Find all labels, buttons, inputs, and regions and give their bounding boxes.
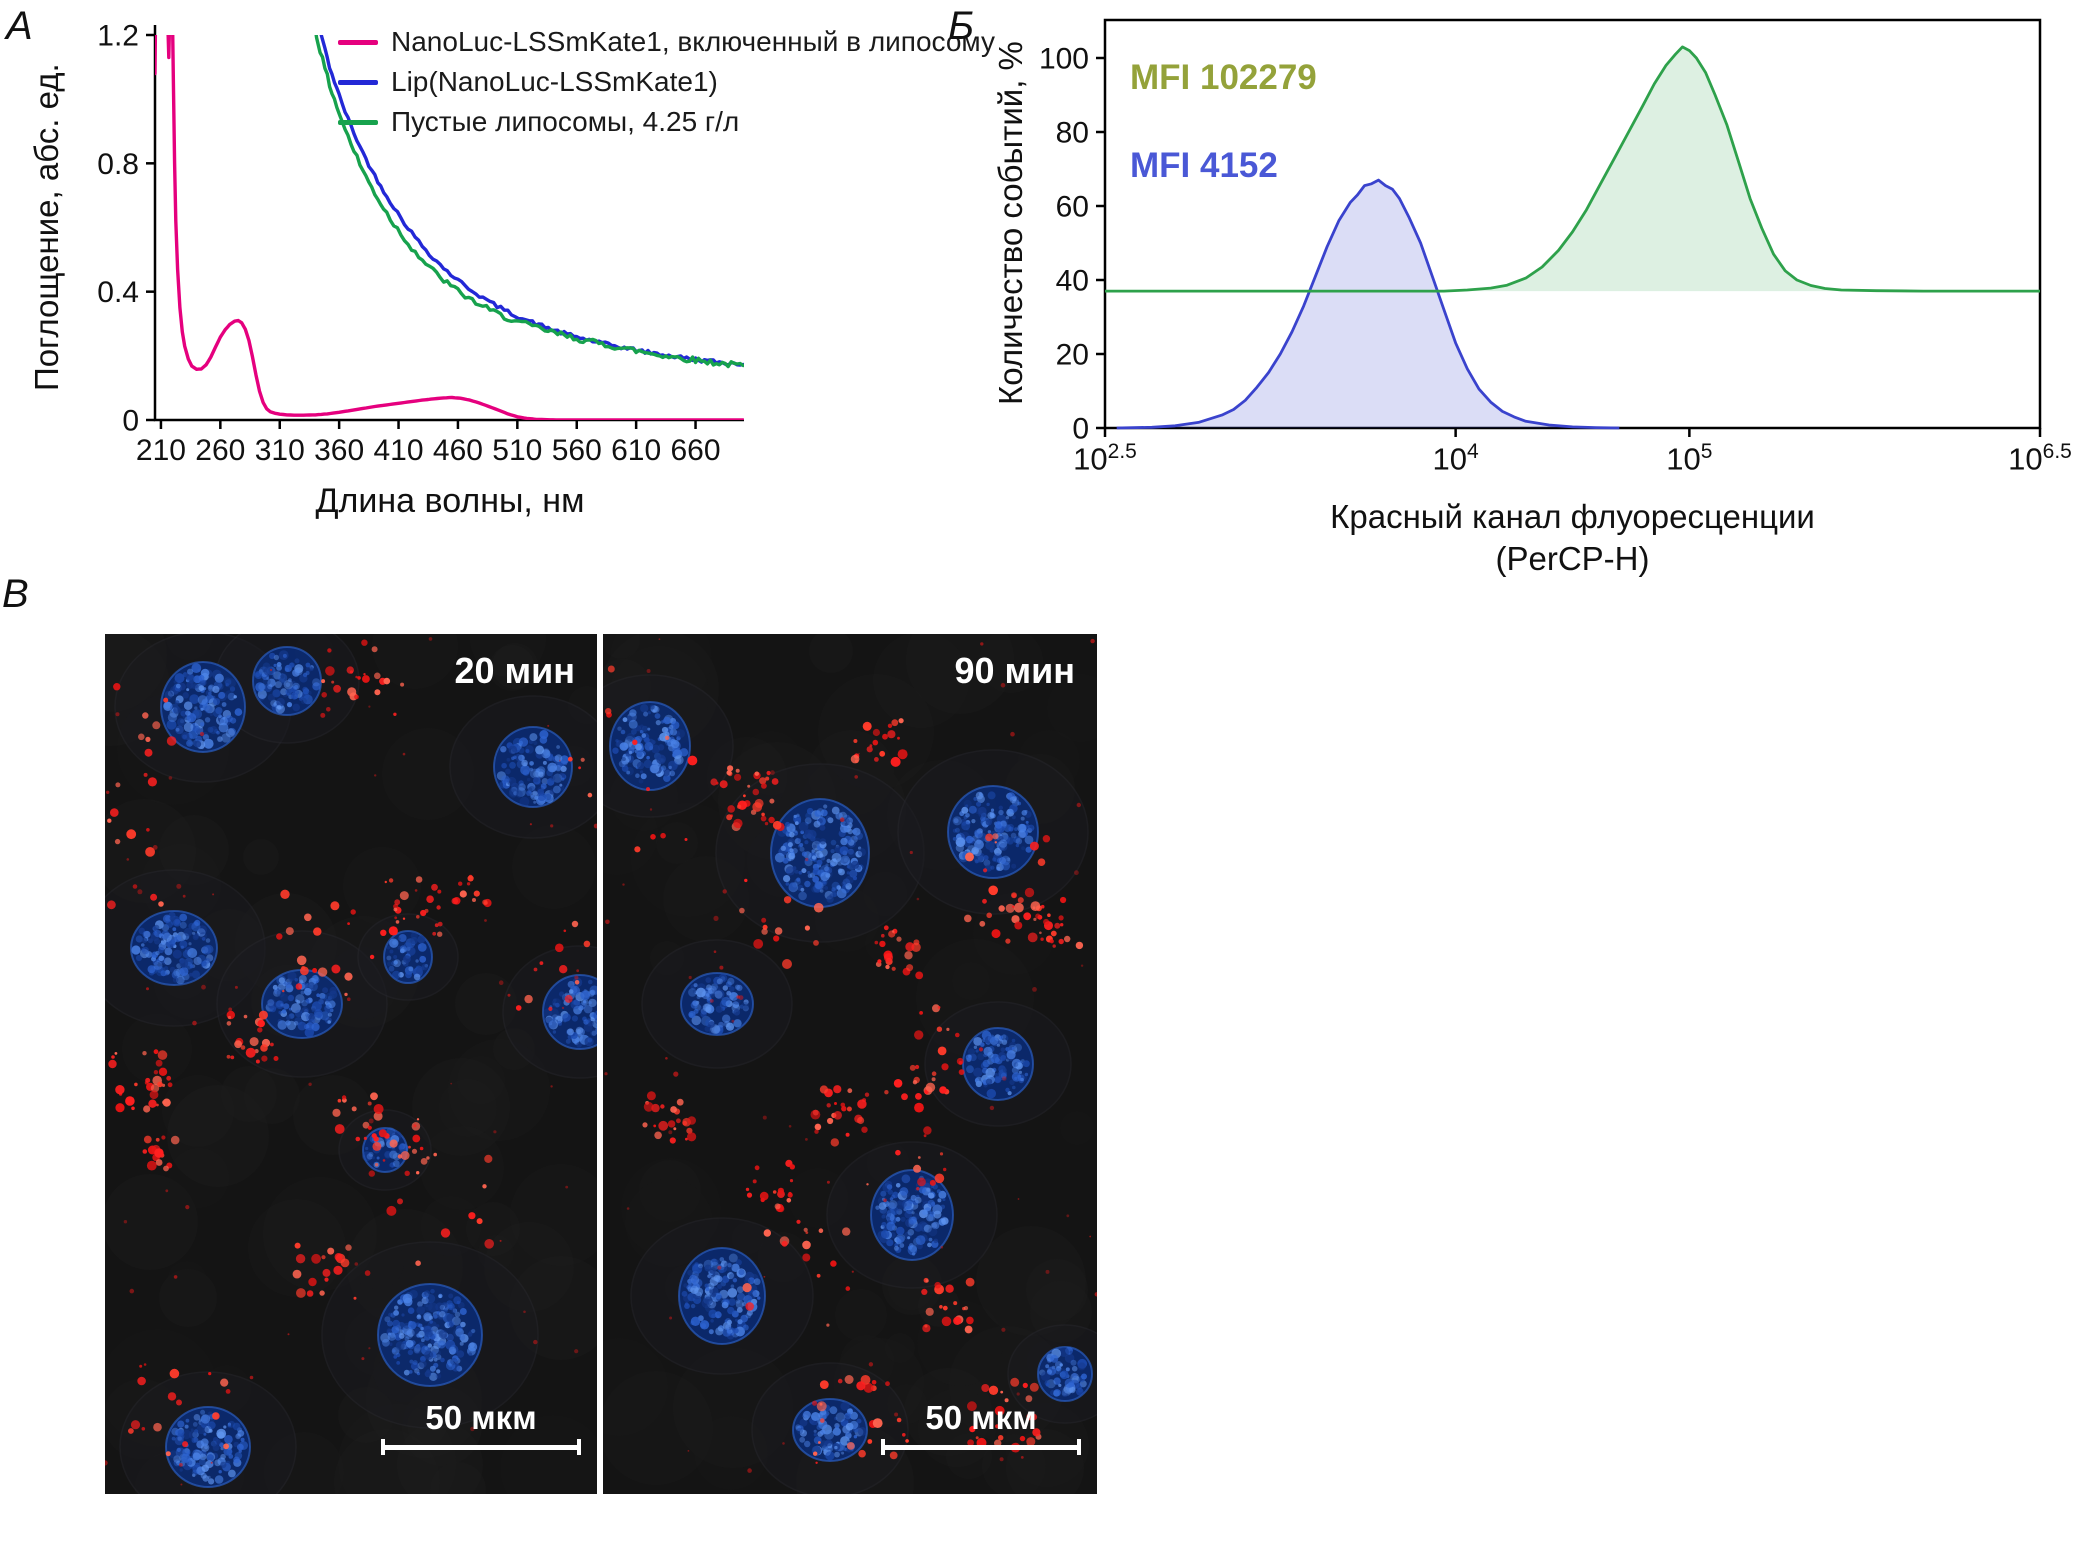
x-tick-label: 560 — [552, 434, 602, 467]
time-label-90min: 90 мин — [954, 650, 1075, 691]
absorption-legend: NanoLuc-LSSmKate1, включенный в липосому… — [338, 22, 995, 142]
mfi-annotation-blue: MFI 4152 — [1130, 146, 1278, 185]
scale-line — [381, 1439, 581, 1455]
y-tick-label: 60 — [1056, 191, 1089, 224]
blue-histogram-line — [1116, 178, 1620, 430]
x-tick-label: 260 — [195, 434, 245, 467]
scale-bar-20min: 50 мкм — [381, 1399, 581, 1455]
x-tick-label: 106.5 — [2008, 440, 2072, 477]
y-tick-label: 0 — [1072, 413, 1089, 446]
legend-label: NanoLuc-LSSmKate1, включенный в липосому — [391, 26, 995, 57]
legend-item-empty-liposomes: Пустые липосомы, 4.25 г/л — [338, 102, 995, 142]
x-tick-label: 104 — [1432, 440, 1479, 477]
x-tick-label: 660 — [671, 434, 721, 467]
y-tick-label: 80 — [1056, 117, 1089, 150]
y-tick-label: 1.2 — [97, 20, 139, 53]
y-tick-label: 0.4 — [97, 276, 139, 309]
scale-label: 50 мкм — [925, 1399, 1037, 1436]
x-tick-label: 310 — [255, 434, 305, 467]
panel-a: А 0 0.4 0.8 1.2 210 260 310 360 410 460 510 560 610 6… — [0, 0, 995, 570]
legend-swatch-blue — [338, 79, 378, 85]
scale-label: 50 мкм — [425, 1399, 537, 1436]
micrograph-90min: 90 мин 50 мкм — [603, 634, 1097, 1494]
panel-b: Б 0 20 40 60 80 100 Количество событий, % MFI… — [940, 0, 2100, 600]
histograms — [1105, 45, 2040, 430]
x-tick-label: 610 — [611, 434, 661, 467]
panel-b-label: Б — [948, 4, 975, 48]
scale-bar-90min: 50 мкм — [881, 1399, 1081, 1455]
y-tick-label: 0 — [122, 405, 139, 438]
x-tick-label: 210 — [136, 434, 186, 467]
scale-line — [881, 1439, 1081, 1455]
y-tick-label: 0.8 — [97, 148, 139, 181]
red-vesicles-layer — [105, 637, 597, 1486]
legend-item-lip: Lip(NanoLuc-LSSmKate1) — [338, 62, 995, 102]
flow-x-axis-title-line2: (PerCP-H) — [1495, 540, 1650, 577]
x-tick-label: 460 — [433, 434, 483, 467]
absorption-spectrum-chart: 0 0.4 0.8 1.2 210 260 310 360 410 460 510 560 610 660 — [97, 20, 744, 467]
micrograph-90min-image — [603, 634, 1097, 1494]
mfi-annotation-green: MFI 102279 — [1130, 58, 1317, 97]
series-line-3 — [314, 35, 744, 369]
flow-cytometry-chart: 0 20 40 60 80 100 — [1039, 18, 2042, 446]
panel-v: В 20 мин 50 мкм 90 мин 50 мкм — [0, 572, 2100, 1542]
x-tick-label: 510 — [492, 434, 542, 467]
legend-label: Пустые липосомы, 4.25 г/л — [391, 106, 740, 137]
flow-y-axis-title: Количество событий, % — [992, 41, 1029, 406]
nuclei-layer — [609, 701, 1093, 1462]
legend-item-nanoluc: NanoLuc-LSSmKate1, включенный в липосому — [338, 22, 995, 62]
micrograph-20min: 20 мин 50 мкм — [105, 634, 597, 1494]
x-tick-label: 410 — [374, 434, 424, 467]
series-line-1 — [155, 35, 744, 420]
micrograph-20min-image — [105, 634, 597, 1494]
x-tick-label: 102.5 — [1073, 440, 1137, 477]
spectra-curves — [155, 35, 744, 420]
x-tick-label: 105 — [1666, 440, 1713, 477]
panel-v-label: В — [2, 572, 29, 616]
x-tick-label: 360 — [314, 434, 364, 467]
y-tick-label: 20 — [1056, 339, 1089, 372]
blue-histogram-fill — [1116, 180, 1620, 428]
y-tick-label: 100 — [1039, 43, 1089, 76]
y-tick-label: 40 — [1056, 265, 1089, 298]
red-vesicles-layer — [604, 638, 1097, 1473]
legend-label: Lip(NanoLuc-LSSmKate1) — [391, 66, 718, 97]
time-label-20min: 20 мин — [454, 650, 575, 691]
legend-swatch-magenta — [338, 39, 378, 45]
panel-a-label: А — [6, 4, 33, 48]
green-histogram-line — [1105, 45, 2040, 293]
flow-x-axis-title-line1: Красный канал флуоресценции — [1330, 498, 1815, 535]
absorption-x-axis-title: Длина волны, нм — [315, 482, 585, 520]
absorption-y-axis-title: Поглощение, абс. ед. — [28, 63, 65, 392]
green-histogram-fill — [1105, 46, 2040, 292]
legend-swatch-green — [338, 119, 378, 125]
